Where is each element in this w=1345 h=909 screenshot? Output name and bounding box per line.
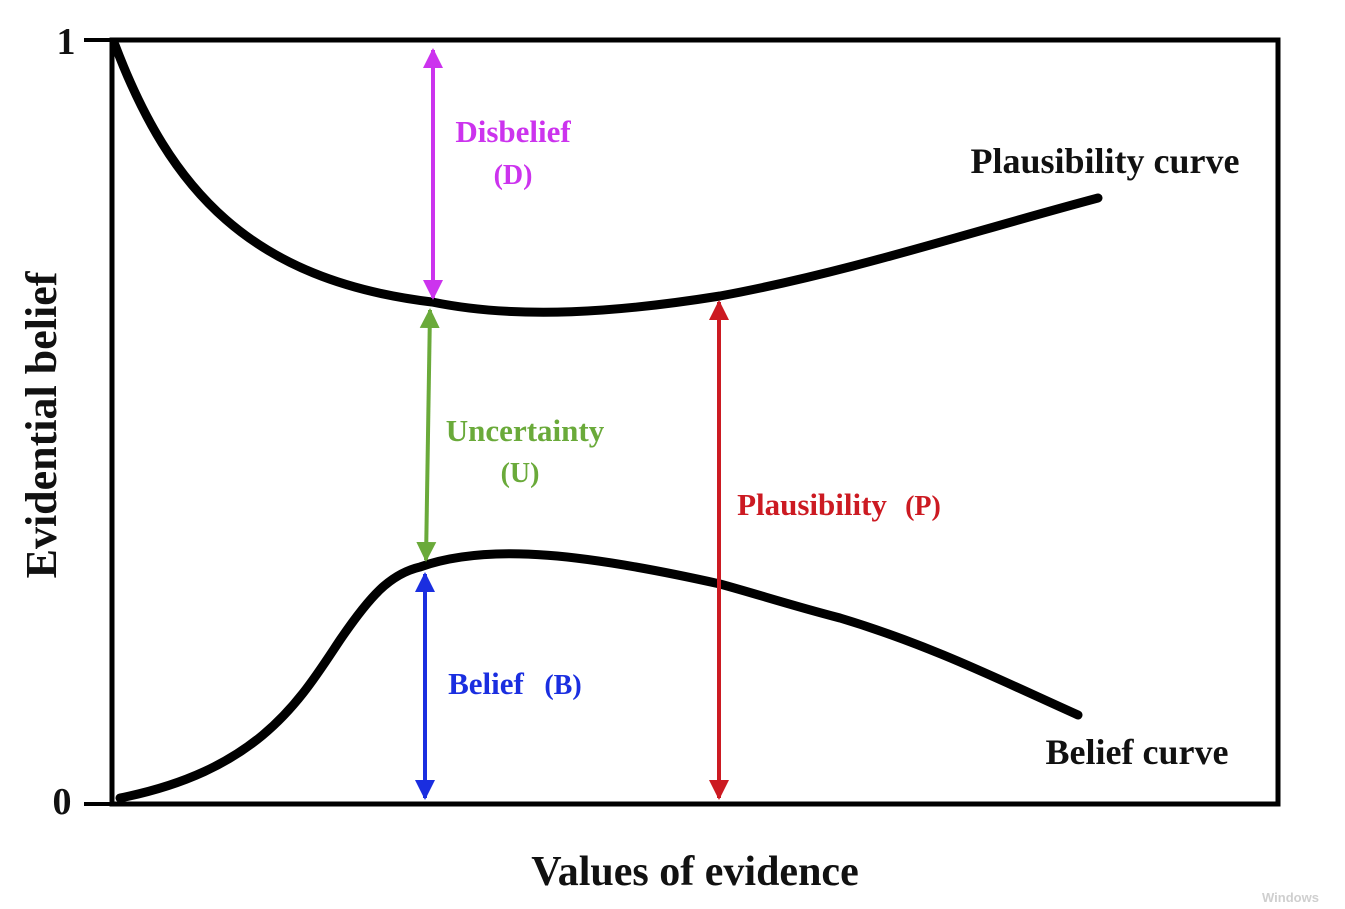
belief-curve-label: Belief curve [1046, 732, 1229, 772]
x-axis-label: Values of evidence [531, 849, 858, 895]
plausibility-curve-label: Plausibility curve [971, 141, 1240, 181]
plausibility-label: Plausibility [737, 487, 887, 522]
belief-abbr: (B) [544, 670, 581, 701]
y-axis-label: Evidential belief [17, 270, 66, 578]
uncertainty-arrow [416, 308, 440, 562]
plausibility-curve [110, 40, 1103, 317]
uncertainty-abbr: (U) [501, 458, 540, 489]
plot-frame [109, 37, 1281, 807]
belief-label: Belief [448, 666, 524, 701]
uncertainty-label: Uncertainty [446, 413, 605, 448]
disbelief-abbr: (D) [494, 160, 533, 191]
y-tick-top-label: 1 [57, 21, 76, 63]
plausibility-abbr: (P) [905, 491, 941, 522]
os-watermark: Windows [1262, 890, 1319, 904]
disbelief-label: Disbelief [455, 114, 571, 149]
y-tick-bottom-label: 0 [53, 781, 72, 823]
belief-curve [115, 549, 1083, 803]
